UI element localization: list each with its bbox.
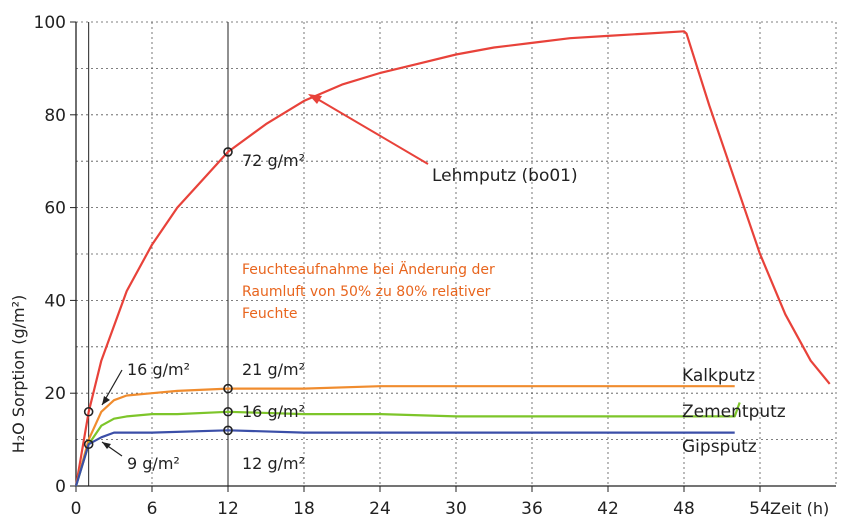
data-marker [83, 406, 94, 417]
y-axis-label: H₂O Sorption (g/m²) [9, 295, 28, 454]
arrow-head [308, 94, 322, 104]
marker-label: 9 g/m² [127, 454, 180, 473]
data-marker [223, 383, 233, 394]
x-tick-label: 12 [217, 499, 239, 519]
y-tick-label: 60 [44, 199, 66, 219]
x-tick-label: 0 [71, 499, 82, 519]
arrow-head [102, 442, 111, 449]
data-marker [223, 425, 233, 436]
data-marker [223, 406, 233, 417]
x-tick-label: 48 [673, 499, 695, 519]
marker-label: 16 g/m² [127, 360, 190, 379]
markers [83, 147, 233, 450]
y-tick-label: 100 [34, 13, 66, 33]
marker-label: 12 g/m² [242, 454, 305, 473]
series-label: Gipsputz [682, 437, 757, 457]
annotation-line: Feuchteaufnahme bei Änderung der [242, 260, 495, 278]
marker-label: 16 g/m² [242, 402, 305, 421]
marker-label: 21 g/m² [242, 360, 305, 379]
lehmputz-arrow [313, 96, 429, 165]
series-label: Lehmputz (bo01) [432, 166, 578, 186]
x-tick-label: 6 [147, 499, 158, 519]
labels: 72 g/m² 16 g/m² 9 g/m² 21 g/m² 16 g/m² 12 g/m… [101, 94, 786, 473]
series-label: Zementputz [682, 402, 786, 422]
y-tick-label: 80 [44, 106, 66, 126]
data-marker [83, 439, 94, 450]
annotation-line: Feuchte [242, 306, 297, 322]
series-label: Kalkputz [682, 366, 755, 386]
series-line-lehmputz-bo01 [74, 30, 831, 487]
x-tick-label: 42 [597, 499, 619, 519]
x-tick-label: 30 [445, 499, 467, 519]
y-tick-label: 0 [55, 477, 66, 497]
data-marker [223, 147, 233, 157]
series-line-zementputz [74, 402, 741, 487]
x-tick-label: 24 [369, 499, 391, 519]
y-tick-label: 40 [44, 291, 66, 311]
series-line-gipsputz [74, 429, 735, 487]
series-line-kalkputz [74, 385, 735, 487]
y-tick-label: 20 [44, 384, 66, 404]
x-axis-label: Zeit (h) [770, 499, 829, 518]
x-tick-label: 18 [293, 499, 315, 519]
x-tick-label: 36 [521, 499, 543, 519]
tick-labels: 0 6 12 18 24 30 36 42 48 54 0 20 40 60 80 100 [34, 13, 771, 519]
arrow-head [102, 396, 110, 405]
x-tick-label: 54 [749, 499, 771, 519]
series-lines [74, 30, 831, 487]
annotation-line: Raumluft von 50% zu 80% relativer [242, 284, 491, 300]
marker-label: 72 g/m² [242, 151, 305, 170]
